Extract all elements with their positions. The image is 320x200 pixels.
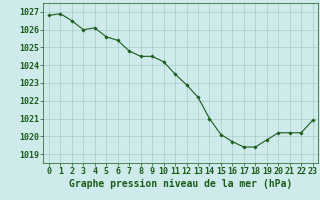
X-axis label: Graphe pression niveau de la mer (hPa): Graphe pression niveau de la mer (hPa) xyxy=(69,179,292,189)
